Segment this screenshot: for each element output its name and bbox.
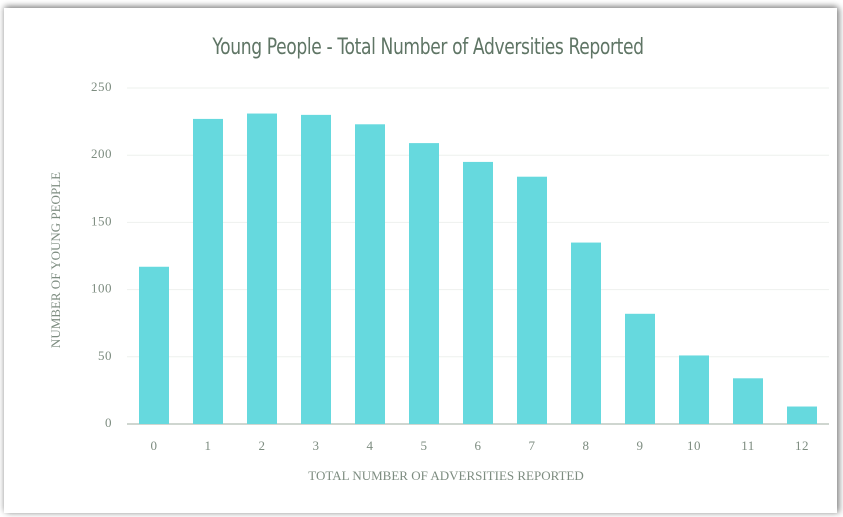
y-tick-label: 250 bbox=[91, 79, 112, 94]
bar bbox=[787, 406, 817, 424]
bar bbox=[193, 118, 223, 425]
x-tick-label: 0 bbox=[151, 438, 158, 453]
x-tick-label: 7 bbox=[529, 438, 536, 453]
x-tick-label: 9 bbox=[637, 438, 644, 453]
y-tick-label: 50 bbox=[98, 348, 112, 363]
x-tick-label: 2 bbox=[259, 438, 266, 453]
y-tick-label: 100 bbox=[91, 281, 112, 296]
x-tick-label: 8 bbox=[583, 438, 590, 453]
y-tick-label: 150 bbox=[91, 213, 112, 228]
x-axis-title: TOTAL NUMBER OF ADVERSITIES REPORTED bbox=[308, 468, 584, 483]
bar bbox=[571, 242, 601, 424]
bar bbox=[247, 113, 277, 424]
x-tick-label: 10 bbox=[687, 438, 701, 453]
x-tick-label: 12 bbox=[795, 438, 809, 453]
bar bbox=[301, 114, 331, 424]
bar bbox=[733, 378, 763, 424]
y-tick-label: 200 bbox=[91, 146, 112, 161]
y-axis-title: NUMBER OF YOUNG PEOPLE bbox=[48, 172, 63, 348]
y-tick-label: 0 bbox=[105, 415, 112, 430]
bar bbox=[409, 143, 439, 424]
x-tick-label: 11 bbox=[741, 438, 755, 453]
bar bbox=[139, 266, 169, 424]
x-tick-label: 3 bbox=[313, 438, 320, 453]
bar bbox=[355, 124, 385, 425]
x-tick-label: 1 bbox=[205, 438, 212, 453]
chart-title: Young People - Total Number of Adversiti… bbox=[211, 34, 643, 60]
x-tick-label: 4 bbox=[367, 438, 374, 453]
bar bbox=[463, 161, 493, 425]
bar bbox=[625, 313, 655, 424]
x-tick-label: 6 bbox=[475, 438, 482, 453]
x-tick-label: 5 bbox=[421, 438, 428, 453]
bar bbox=[517, 176, 547, 424]
bar bbox=[679, 355, 709, 424]
